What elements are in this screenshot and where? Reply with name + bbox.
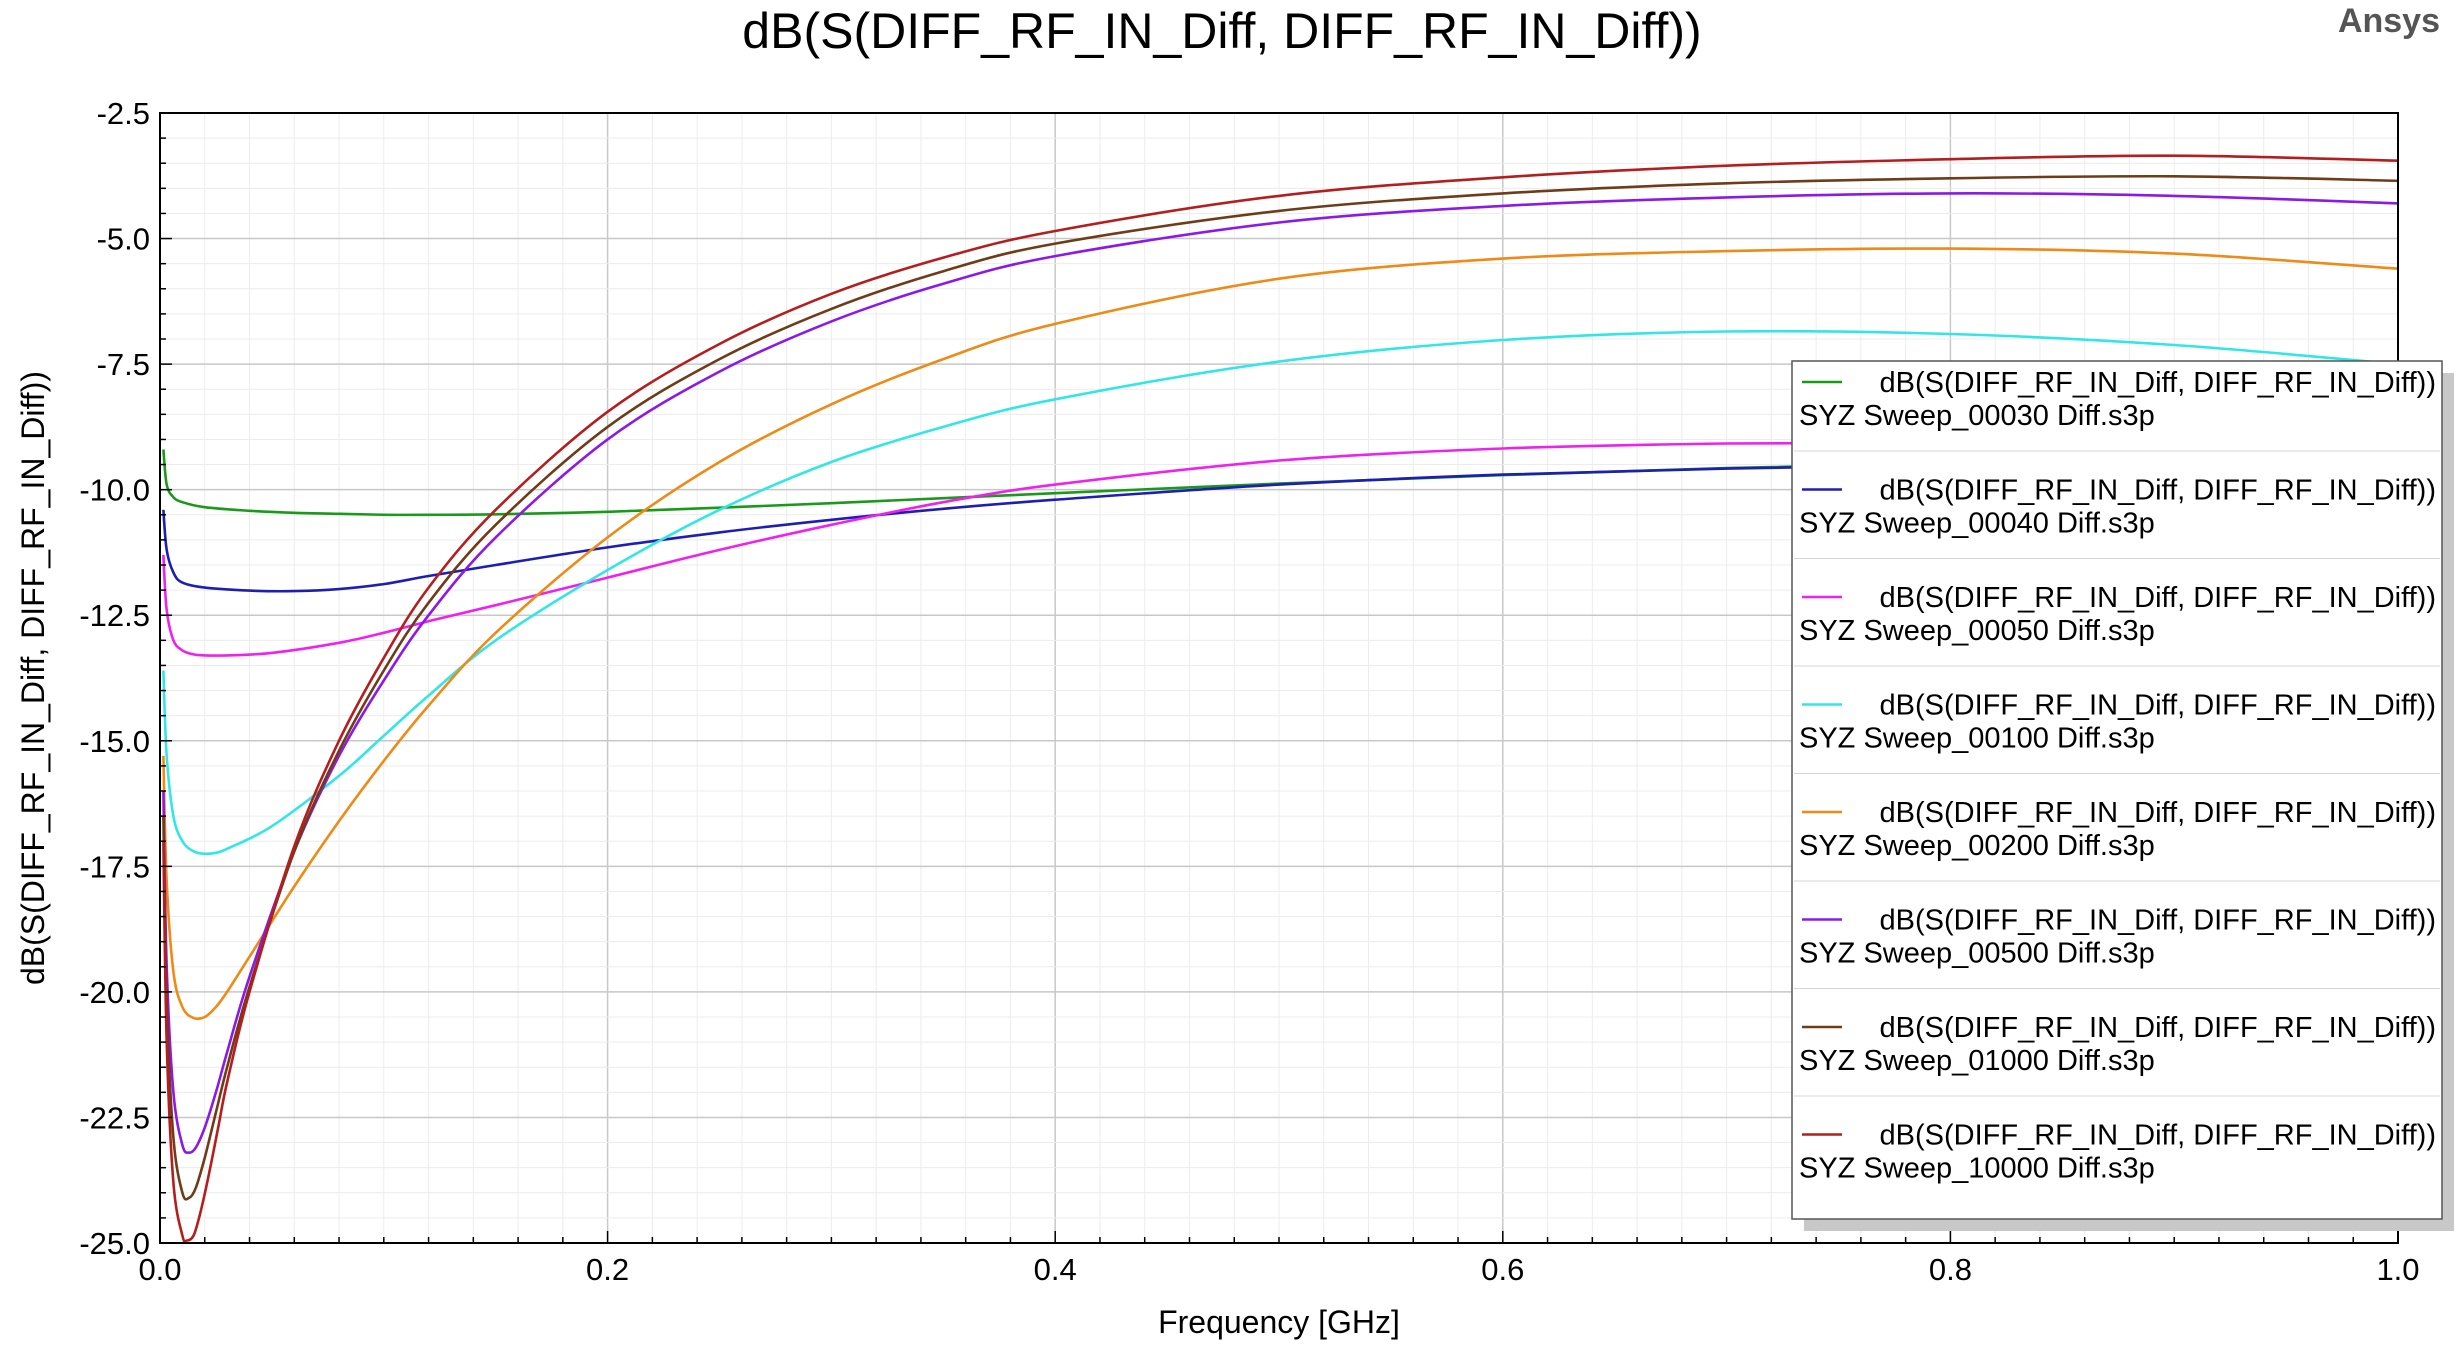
y-tick-label: -12.5: [79, 598, 150, 633]
legend-entry-title: dB(S(DIFF_RF_IN_Diff, DIFF_RF_IN_Diff)): [1880, 905, 2436, 937]
legend-entry-source: SYZ Sweep_00100 Diff.s3p: [1799, 723, 2155, 755]
legend-entry-title: dB(S(DIFF_RF_IN_Diff, DIFF_RF_IN_Diff)): [1880, 1012, 2436, 1044]
y-tick-label: -20.0: [79, 975, 150, 1010]
x-tick-label: 0.4: [1034, 1252, 1077, 1287]
x-tick-label: 0.0: [138, 1252, 181, 1287]
y-tick-label: -7.5: [97, 347, 150, 382]
y-axis-label: dB(S(DIFF_RF_IN_Diff, DIFF_RF_IN_Diff)): [15, 371, 51, 985]
series-line-3: [162, 441, 2398, 657]
brand-logo: Ansys: [2338, 2, 2440, 40]
y-tick-label: -2.5: [97, 96, 150, 131]
series-line-7: [162, 174, 2398, 1201]
x-axis-label: Frequency [GHz]: [1158, 1304, 1400, 1340]
y-tick-label: -10.0: [79, 473, 150, 508]
legend-entry-source: SYZ Sweep_10000 Diff.s3p: [1799, 1153, 2155, 1185]
legend-entry-source: SYZ Sweep_00500 Diff.s3p: [1799, 938, 2155, 970]
legend-box: [1791, 360, 2443, 1220]
x-tick-label: 0.8: [1929, 1252, 1972, 1287]
y-tick-label: -22.5: [79, 1100, 150, 1135]
legend-entry-title: dB(S(DIFF_RF_IN_Diff, DIFF_RF_IN_Diff)): [1880, 797, 2436, 829]
y-tick-label: -15.0: [79, 724, 150, 759]
x-tick-label: 0.6: [1481, 1252, 1524, 1287]
legend-entry-title: dB(S(DIFF_RF_IN_Diff, DIFF_RF_IN_Diff)): [1880, 367, 2436, 399]
legend-entry-title: dB(S(DIFF_RF_IN_Diff, DIFF_RF_IN_Diff)): [1880, 690, 2436, 722]
y-tick-label: -17.5: [79, 849, 150, 884]
series-line-5: [162, 247, 2398, 1021]
chart-title: dB(S(DIFF_RF_IN_Diff, DIFF_RF_IN_Diff)): [742, 3, 1701, 59]
legend-entry-source: SYZ Sweep_00030 Diff.s3p: [1799, 400, 2155, 432]
x-axis: 0.0 0.2 0.4 0.6 0.8 1.0: [138, 1231, 2420, 1287]
x-tick-label: 0.2: [586, 1252, 629, 1287]
y-axis: -2.5 -5.0 -7.5 -10.0 -12.5 -15.0 -17.5 -20.0 -22…: [79, 96, 172, 1261]
y-tick-label: -5.0: [97, 222, 150, 257]
series-line-6: [162, 192, 2398, 1154]
legend-entry-source: SYZ Sweep_01000 Diff.s3p: [1799, 1045, 2155, 1077]
legend-entry-source: SYZ Sweep_00200 Diff.s3p: [1799, 830, 2155, 862]
legend-entry-title: dB(S(DIFF_RF_IN_Diff, DIFF_RF_IN_Diff)): [1880, 475, 2436, 507]
series-line-4: [162, 329, 2398, 856]
legend-entry-title: dB(S(DIFF_RF_IN_Diff, DIFF_RF_IN_Diff)): [1880, 582, 2436, 614]
legend[interactable]: dB(S(DIFF_RF_IN_Diff, DIFF_RF_IN_Diff))S…: [1791, 360, 2454, 1231]
series-line-8: [162, 154, 2398, 1243]
x-tick-label: 1.0: [2376, 1252, 2419, 1287]
legend-entry-source: SYZ Sweep_00050 Diff.s3p: [1799, 615, 2155, 647]
legend-entry-title: dB(S(DIFF_RF_IN_Diff, DIFF_RF_IN_Diff)): [1880, 1120, 2436, 1152]
legend-entry-source: SYZ Sweep_00040 Diff.s3p: [1799, 508, 2155, 540]
y-tick-label: -25.0: [79, 1226, 150, 1261]
